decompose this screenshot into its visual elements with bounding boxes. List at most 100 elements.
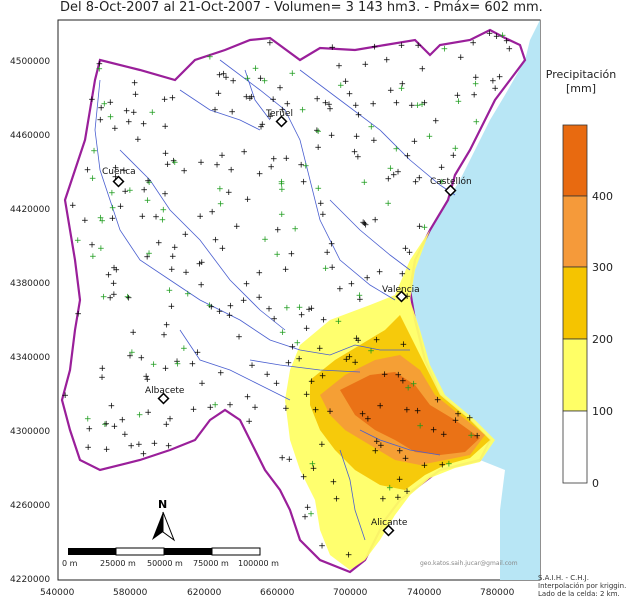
station-marker: + xyxy=(297,161,305,171)
station-marker: + xyxy=(173,357,181,367)
station-marker: + xyxy=(162,149,170,159)
station-marker: + xyxy=(107,98,115,108)
station-marker: + xyxy=(491,84,499,94)
station-marker: + xyxy=(404,152,412,162)
station-marker: + xyxy=(426,132,434,142)
station-marker: + xyxy=(328,240,336,250)
station-marker: + xyxy=(169,252,177,262)
station-marker: + xyxy=(398,41,406,51)
station-marker: + xyxy=(411,137,419,147)
scale-label: 75000 m xyxy=(193,559,229,568)
station-marker: + xyxy=(257,74,265,84)
river-magro xyxy=(249,359,361,373)
station-marker: + xyxy=(400,340,408,350)
station-marker: + xyxy=(143,252,151,262)
station-marker: + xyxy=(206,301,214,311)
station-marker: + xyxy=(414,41,422,51)
station-marker: + xyxy=(286,455,294,465)
station-marker: + xyxy=(273,250,281,260)
station-marker: + xyxy=(421,99,429,109)
station-marker: + xyxy=(362,60,370,70)
river-palancia xyxy=(329,199,411,271)
station-marker: + xyxy=(124,292,132,302)
city-label: Castellón xyxy=(430,176,472,187)
station-marker: + xyxy=(300,177,308,187)
city-alicante: Alicante xyxy=(371,518,408,537)
station-marker: + xyxy=(197,281,205,291)
station-marker: + xyxy=(180,167,188,177)
station-marker: + xyxy=(103,445,111,455)
station-marker: + xyxy=(144,408,152,418)
station-marker: + xyxy=(160,331,168,341)
station-marker: + xyxy=(155,239,163,249)
station-marker: + xyxy=(90,147,98,157)
station-marker: + xyxy=(466,414,474,424)
station-marker: + xyxy=(196,212,204,222)
station-marker: + xyxy=(107,113,115,123)
station-marker: + xyxy=(342,77,350,87)
credit-line: Lado de la celda: 2 km. xyxy=(538,590,620,598)
station-marker: + xyxy=(110,279,118,289)
station-marker: + xyxy=(410,380,418,390)
credit-line: S.A.I.H. - C.H.J. xyxy=(538,574,589,582)
station-marker: + xyxy=(416,422,424,432)
station-marker: + xyxy=(273,379,281,389)
station-marker: + xyxy=(402,454,410,464)
station-marker: + xyxy=(111,124,119,134)
station-marker: + xyxy=(385,174,393,184)
station-marker: + xyxy=(283,154,291,164)
station-marker: + xyxy=(353,334,361,344)
station-marker: + xyxy=(457,53,465,63)
station-marker: + xyxy=(390,171,398,181)
city-label: Valencia xyxy=(382,285,420,295)
city-valencia: Valencia xyxy=(382,285,420,303)
station-marker: + xyxy=(289,69,297,79)
station-marker: + xyxy=(319,210,327,220)
station-marker: + xyxy=(144,177,152,187)
station-marker: + xyxy=(346,90,354,100)
station-marker: + xyxy=(316,344,324,354)
station-marker: + xyxy=(218,151,226,161)
station-marker: + xyxy=(313,126,321,136)
station-marker: + xyxy=(233,222,241,232)
station-marker: + xyxy=(184,289,192,299)
station-marker: + xyxy=(112,172,120,182)
station-marker: + xyxy=(246,94,254,104)
station-marker: + xyxy=(279,106,287,116)
station-marker: + xyxy=(168,265,176,275)
legend-label: 300 xyxy=(592,261,613,274)
station-marker: + xyxy=(348,280,356,290)
station-marker: + xyxy=(88,241,96,251)
legend-swatch-400 xyxy=(562,124,588,197)
station-marker: + xyxy=(97,244,105,254)
station-marker: + xyxy=(434,396,442,406)
station-marker: + xyxy=(180,344,188,354)
station-marker: + xyxy=(129,328,137,338)
station-marker: + xyxy=(309,459,317,469)
station-marker: + xyxy=(89,174,97,184)
station-marker: + xyxy=(269,95,277,105)
zone-400 xyxy=(340,372,480,455)
station-marker: + xyxy=(101,100,109,110)
station-marker: + xyxy=(506,44,514,54)
station-marker: + xyxy=(240,147,248,157)
station-marker: + xyxy=(369,100,377,110)
station-marker: + xyxy=(408,101,416,111)
station-marker: + xyxy=(315,184,323,194)
station-marker: + xyxy=(312,406,320,416)
station-marker: + xyxy=(333,495,341,505)
station-marker: + xyxy=(198,258,206,268)
station-marker: + xyxy=(266,112,274,122)
station-marker: + xyxy=(346,352,354,362)
station-marker: + xyxy=(162,364,170,374)
station-marker: + xyxy=(303,390,311,400)
station-marker: + xyxy=(243,93,251,103)
legend-colorbar: 400 300 200 100 0 xyxy=(562,124,613,490)
station-marker: + xyxy=(211,401,219,411)
station-marker: + xyxy=(121,430,129,440)
station-marker: + xyxy=(354,336,362,346)
station-marker: + xyxy=(372,446,380,456)
station-marker: + xyxy=(278,210,286,220)
station-marker: + xyxy=(432,117,440,127)
